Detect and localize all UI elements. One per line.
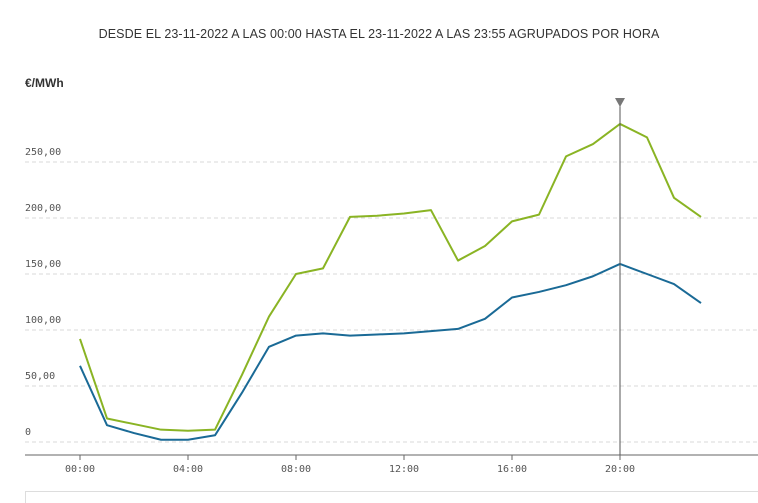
data-point[interactable] <box>375 213 380 218</box>
data-point[interactable] <box>294 272 299 277</box>
data-point[interactable] <box>510 219 515 224</box>
x-tick-label: 00:00 <box>65 464 95 475</box>
data-point[interactable] <box>402 211 407 216</box>
data-point[interactable] <box>645 272 650 277</box>
data-point[interactable] <box>537 212 542 217</box>
cursor-marker-icon[interactable] <box>615 98 625 107</box>
y-tick-label: 50,00 <box>25 371 55 382</box>
y-axis-ticks: 0 50,00 100,00 150,00 200,00 250,00 <box>25 147 61 438</box>
y-tick-label: 150,00 <box>25 259 61 270</box>
details-panel-edge <box>25 491 758 503</box>
y-axis-unit-label: €/MWh <box>25 76 64 90</box>
data-point[interactable] <box>564 283 569 288</box>
gridlines <box>25 161 758 443</box>
data-point[interactable] <box>267 314 272 319</box>
series-line-2[interactable] <box>79 262 702 441</box>
data-point[interactable] <box>591 142 596 147</box>
data-point[interactable] <box>321 331 326 336</box>
chart-title: DESDE EL 23-11-2022 A LAS 00:00 HASTA EL… <box>98 27 660 41</box>
data-point[interactable] <box>645 135 650 140</box>
x-tick-label: 12:00 <box>389 464 419 475</box>
data-point[interactable] <box>294 333 299 338</box>
series-line-1[interactable] <box>79 122 702 432</box>
x-tick-label: 04:00 <box>173 464 203 475</box>
data-point[interactable] <box>78 336 83 341</box>
series-lines <box>78 122 704 442</box>
data-point[interactable] <box>483 244 488 249</box>
data-point[interactable] <box>105 423 110 428</box>
data-point[interactable] <box>483 316 488 321</box>
data-point[interactable] <box>348 214 353 219</box>
data-point[interactable] <box>564 154 569 159</box>
data-point[interactable] <box>348 333 353 338</box>
y-tick-label: 200,00 <box>25 203 61 214</box>
x-tick-label: 08:00 <box>281 464 311 475</box>
data-point[interactable] <box>510 295 515 300</box>
data-point[interactable] <box>591 274 596 279</box>
x-tick-label: 16:00 <box>497 464 527 475</box>
data-point[interactable] <box>456 326 461 331</box>
data-point[interactable] <box>213 433 218 438</box>
y-tick-label: 0 <box>25 427 31 438</box>
data-point[interactable] <box>321 266 326 271</box>
data-point[interactable] <box>456 258 461 263</box>
x-tick-label: 20:00 <box>605 464 635 475</box>
data-point[interactable] <box>267 344 272 349</box>
x-axis: 00:00 04:00 08:00 12:00 16:00 20:00 <box>25 454 758 475</box>
data-point[interactable] <box>159 437 164 442</box>
y-tick-label: 250,00 <box>25 147 61 158</box>
y-tick-label: 100,00 <box>25 315 61 326</box>
data-point[interactable] <box>159 427 164 432</box>
data-point[interactable] <box>240 390 245 395</box>
data-point[interactable] <box>429 208 434 213</box>
data-point[interactable] <box>699 301 704 306</box>
data-point[interactable] <box>402 331 407 336</box>
data-point[interactable] <box>240 372 245 377</box>
data-point[interactable] <box>132 431 137 436</box>
data-point[interactable] <box>537 289 542 294</box>
data-point[interactable] <box>429 329 434 334</box>
price-line-chart[interactable]: 0 50,00 100,00 150,00 200,00 250,00 00:00 04:0… <box>0 0 758 490</box>
data-point[interactable] <box>672 282 677 287</box>
data-point[interactable] <box>375 332 380 337</box>
data-point[interactable] <box>132 422 137 427</box>
data-point[interactable] <box>186 428 191 433</box>
data-point[interactable] <box>78 363 83 368</box>
data-point[interactable] <box>699 214 704 219</box>
hover-cursor <box>615 98 625 455</box>
data-point[interactable] <box>672 195 677 200</box>
data-point[interactable] <box>186 437 191 442</box>
